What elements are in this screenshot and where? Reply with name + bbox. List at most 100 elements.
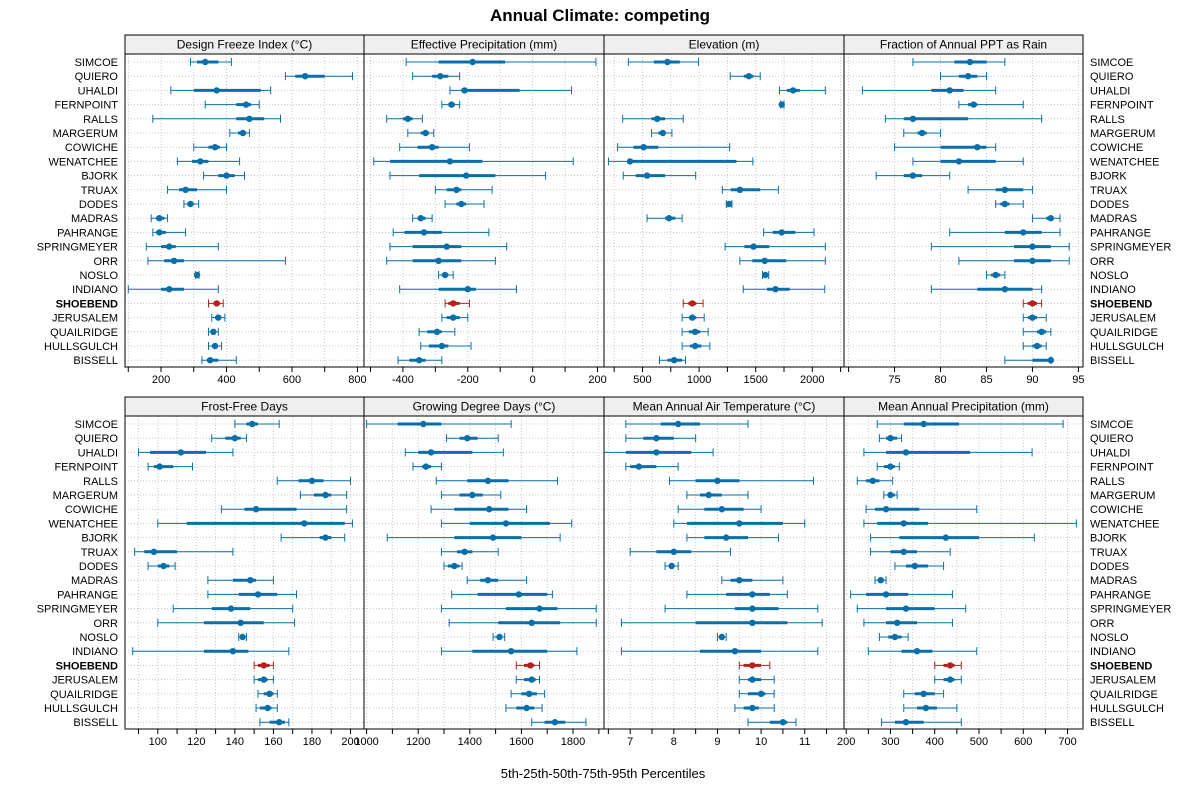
panel-6-hullsgulch-marker: [505, 704, 543, 712]
panel-1-margerum-marker: [229, 129, 250, 137]
panel-5-madras-median-point: [247, 577, 254, 584]
site-label-left: MARGERUM: [53, 490, 118, 502]
panel-7-strip-title: Mean Annual Air Temperature (°C): [633, 400, 816, 414]
panel-7-pahrange-marker: [686, 590, 788, 599]
panel-8-uhaldi-marker: [863, 448, 1033, 457]
panel-4-tick-label: 80: [934, 374, 946, 386]
panel-3-hullsgulch-median-point: [691, 342, 699, 350]
panel-7-shoebend-marker: [738, 661, 771, 670]
panel-7-tick-label: 11: [799, 736, 810, 748]
panel-3-bjork-median-point: [643, 172, 651, 179]
panel-5-wenatchee-marker: [157, 519, 353, 528]
panel-4-orr-median-point: [1029, 257, 1036, 264]
panel-7-noslo-marker: [716, 633, 727, 641]
panel-3-strip-title: Elevation (m): [689, 38, 760, 52]
panel-5-cowiche-median-point: [252, 506, 260, 513]
site-label-right: RALLS: [1090, 114, 1125, 126]
panel-1-madras-marker: [150, 214, 169, 223]
panel-8-cowiche-marker: [865, 505, 978, 514]
panel-3-jerusalem-median-point: [689, 314, 696, 321]
panel-2-tick-label: 200: [588, 374, 606, 386]
panel-5-orr-median-point: [237, 619, 244, 626]
panel-2-wenatchee-median-point: [446, 158, 454, 165]
panel-2-pahrange-marker: [392, 228, 490, 237]
panel-4-cowiche-marker: [894, 143, 997, 152]
panel-5-margerum-median-point: [322, 491, 329, 499]
panel-1-springmeyer-median-point: [165, 243, 173, 250]
panel-1-fernpoint-marker: [204, 100, 260, 109]
panel-7-dodes-median-point: [668, 562, 675, 570]
panel-5-tick-label: 200: [341, 736, 359, 748]
panel-4-wenatchee-marker: [912, 157, 1024, 166]
panel-4-quailridge-median-point: [1038, 328, 1045, 335]
panel-8-margerum-median-point: [887, 491, 894, 499]
panel-7-wenatchee-marker: [673, 519, 806, 528]
panel-7-tick-label: 9: [714, 736, 720, 748]
panel-4-tick-label: 85: [980, 374, 992, 386]
panel-6-noslo-median-point: [496, 633, 503, 641]
x-axis-label: 5th-25th-50th-75th-95th Percentiles: [501, 766, 706, 781]
panel-3-tick-label: 2000: [800, 374, 824, 386]
panel-3-quiero-median-point: [745, 73, 753, 80]
site-label-right: JERUSALEM: [1090, 675, 1156, 687]
site-label-left: ORR: [94, 256, 119, 268]
panel-3-tick-label: 1000: [687, 374, 711, 386]
panel-8-dodes-marker: [894, 562, 945, 570]
panel-6-noslo-marker: [492, 633, 506, 641]
panel-8-frame: [843, 415, 1084, 730]
panel-5-fernpoint-median-point: [156, 463, 163, 470]
panel-1-jerusalem-median-point: [215, 314, 222, 321]
panel-5-jerusalem-median-point: [260, 676, 267, 683]
panel-8-bjork-marker: [870, 533, 1035, 542]
panel-6-bissell-marker: [531, 718, 587, 727]
site-label-left: QUAILRIDGE: [50, 327, 118, 339]
panel-6-quailridge-median-point: [525, 690, 533, 697]
site-label-right: PAHRANGE: [1090, 227, 1151, 239]
site-label-left: DODES: [79, 561, 118, 573]
panel-3-indiano-marker: [742, 285, 826, 294]
panel-4-shoebend-median-point: [1029, 300, 1036, 307]
panel-1-shoebend-median-point: [213, 300, 220, 307]
panel-8-pahrange-median-point: [882, 591, 890, 598]
panel-4-cowiche-median-point: [974, 144, 981, 151]
site-label-right: SHOEBEND: [1090, 660, 1152, 672]
panel-6-orr-median-point: [528, 619, 535, 626]
panel-8-quailridge-median-point: [920, 690, 927, 697]
panel-2-quailridge-marker: [418, 327, 456, 336]
panel-8-madras-median-point: [877, 577, 884, 584]
panel-4-madras-median-point: [1047, 215, 1055, 222]
panel-4-simcoe-marker: [912, 58, 1006, 66]
site-label-right: FERNPOINT: [1090, 100, 1154, 112]
panel-1-uhaldi-median-point: [213, 87, 220, 94]
panel-5-shoebend-marker: [253, 661, 274, 670]
panel-5-quailridge-marker: [257, 689, 278, 698]
panel-1-indiano-median-point: [165, 286, 173, 293]
panel-6-quiero-median-point: [464, 435, 471, 442]
panel-8-jerusalem-median-point: [947, 676, 954, 683]
panel-5-indiano-marker: [132, 647, 290, 656]
panel-8-tick-label: 700: [1058, 736, 1076, 748]
panel-4-noslo-median-point: [992, 271, 999, 279]
panel-8-truax-median-point: [900, 548, 907, 555]
panel-2-ralls-marker: [386, 114, 423, 123]
site-label-right: QUAILRIDGE: [1090, 689, 1158, 701]
panel-3-cowiche-marker: [617, 143, 731, 152]
panel-2-cowiche-marker: [399, 143, 470, 152]
panel-4-bjork-marker: [875, 171, 951, 180]
panel-7-bjork-marker: [686, 533, 780, 542]
panel-7-madras-median-point: [736, 577, 743, 584]
panel-1-hullsgulch-marker: [207, 342, 223, 350]
site-label-right: BJORK: [1090, 533, 1127, 545]
panel-7-bjork-median-point: [722, 534, 730, 541]
panel-5-cowiche-marker: [220, 505, 348, 514]
panel-3-jerusalem-marker: [681, 313, 705, 322]
panel-7-indiano-median-point: [731, 648, 739, 655]
panel-2-uhaldi-marker: [449, 86, 573, 95]
panel-4-tick-label: 95: [1072, 374, 1084, 386]
panel-7-tick-label: 8: [671, 736, 677, 748]
panel-2-simcoe-median-point: [469, 58, 476, 66]
panel-8-bjork-median-point: [942, 534, 949, 541]
panel-6-indiano-marker: [440, 647, 578, 656]
panel-7-truax-median-point: [670, 548, 678, 555]
site-label-left: TRUAX: [81, 185, 119, 197]
